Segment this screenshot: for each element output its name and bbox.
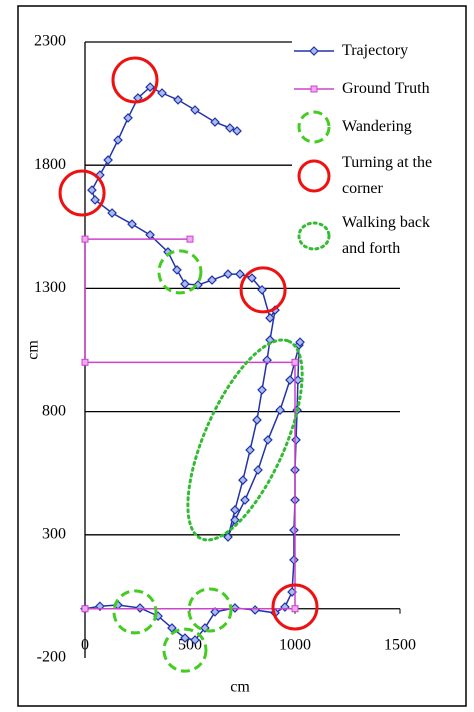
legend-icon <box>297 221 331 251</box>
y-tick-label: 800 <box>42 402 66 419</box>
diamond-marker <box>173 95 183 105</box>
highlight-circle <box>239 266 287 314</box>
diamond-marker <box>263 435 273 445</box>
legend-icon <box>294 46 334 56</box>
diamond-marker <box>180 633 190 643</box>
square-marker <box>291 358 299 366</box>
diamond-marker <box>172 265 182 275</box>
highlight-circle <box>157 249 203 295</box>
legend-label: Trajectory <box>342 42 409 59</box>
diamond-marker <box>295 337 305 347</box>
x-tick-label: 1500 <box>384 637 416 654</box>
diamond-marker <box>247 273 257 283</box>
diamond-marker <box>190 635 200 645</box>
diamond-marker <box>257 385 267 395</box>
diamond-marker <box>289 525 299 535</box>
diamond-marker <box>87 185 97 195</box>
square-marker <box>81 358 89 366</box>
x-tick-label: 0 <box>81 637 89 654</box>
diamond-marker <box>113 135 123 145</box>
diamond-marker <box>280 602 290 612</box>
legend-icon <box>297 159 331 193</box>
y-axis-label: cm <box>25 340 42 360</box>
y-tick-label: 2300 <box>34 33 66 50</box>
square-marker <box>310 85 318 93</box>
diamond-marker <box>123 113 133 123</box>
diamond-marker <box>232 126 242 136</box>
y-tick-label: 1300 <box>34 279 66 296</box>
diamond-marker <box>90 195 100 205</box>
y-tick-label: 1800 <box>34 156 66 173</box>
legend-label: Wandering <box>342 118 412 135</box>
diamond-marker <box>103 155 113 165</box>
y-tick-label: 300 <box>42 525 66 542</box>
diamond-marker <box>207 275 217 285</box>
diamond-marker <box>285 375 295 385</box>
series <box>186 338 304 542</box>
diamond-marker <box>309 46 319 56</box>
diamond-marker <box>238 475 248 485</box>
legend-label: Turning at the corner <box>342 154 433 197</box>
series <box>58 56 319 631</box>
highlight-ellipse <box>297 221 331 251</box>
diamond-marker <box>180 279 190 289</box>
legend-entry: Walking back and forth <box>292 206 464 266</box>
diamond-marker <box>145 82 155 92</box>
diamond-marker <box>127 219 137 229</box>
square-marker <box>81 235 89 243</box>
diamond-marker <box>289 555 299 565</box>
highlight-circle <box>58 169 106 217</box>
legend-entry: Trajectory <box>292 32 464 70</box>
series <box>80 82 305 645</box>
diamond-marker <box>223 532 233 542</box>
legend-icon <box>294 85 334 93</box>
diamond-marker <box>245 445 255 455</box>
y-tick-label: -200 <box>37 649 66 666</box>
diamond-marker <box>190 105 200 115</box>
diamond-marker <box>157 88 167 98</box>
diamond-marker <box>252 415 262 425</box>
highlight-circle <box>111 56 159 104</box>
x-tick-label: 1000 <box>279 637 311 654</box>
diamond-marker <box>230 505 240 515</box>
diamond-marker <box>250 605 260 615</box>
square-marker <box>186 235 194 243</box>
legend: Trajectory Ground Truth Wandering Turning a… <box>292 32 464 266</box>
highlight-circle <box>162 627 208 673</box>
diamond-marker <box>265 313 275 323</box>
highlight-circle <box>297 159 331 193</box>
diamond-marker <box>210 607 220 617</box>
highlight-circle <box>271 583 319 631</box>
series <box>81 235 299 613</box>
legend-entry: Ground Truth <box>292 70 464 108</box>
diamond-marker <box>257 285 267 295</box>
highlight-circle <box>297 110 331 144</box>
highlight-circle <box>187 587 233 633</box>
square-marker <box>81 605 89 613</box>
diamond-marker <box>291 435 301 445</box>
legend-entry: Turning at the corner <box>292 146 464 206</box>
legend-entry: Wandering <box>292 108 464 146</box>
diamond-marker <box>235 269 245 279</box>
series-line <box>84 238 296 610</box>
highlight-ellipse <box>186 338 304 542</box>
diamond-marker <box>210 117 220 127</box>
x-axis-label: cm <box>230 679 250 696</box>
legend-label: Ground Truth <box>342 80 430 97</box>
series <box>112 249 233 673</box>
diamond-marker <box>223 269 233 279</box>
diamond-marker <box>225 123 235 133</box>
diamond-marker <box>253 465 263 475</box>
legend-label: Walking back and forth <box>342 214 431 257</box>
diamond-marker <box>275 405 285 415</box>
square-marker <box>291 605 299 613</box>
highlight-circle <box>112 589 158 635</box>
diamond-marker <box>240 495 250 505</box>
frame <box>17 5 467 707</box>
diamond-marker <box>107 208 117 218</box>
legend-icon <box>297 110 331 144</box>
